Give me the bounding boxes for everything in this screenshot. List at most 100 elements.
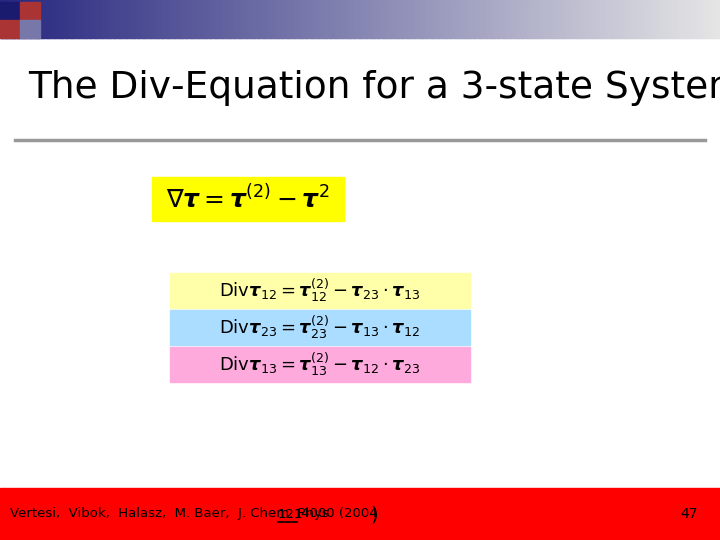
Bar	[711, 0, 714, 38]
Bar	[650, 0, 654, 38]
Bar	[153, 0, 157, 38]
Bar	[595, 0, 598, 38]
Bar	[137, 0, 140, 38]
Bar	[696, 0, 699, 38]
Bar	[81, 0, 85, 38]
Text: $\mathrm{Div}\boldsymbol{\tau}_{13} = \boldsymbol{\tau}^{(2)}_{13} - \boldsymbol: $\mathrm{Div}\boldsymbol{\tau}_{13} = \b…	[220, 351, 420, 378]
Bar	[353, 0, 356, 38]
Bar	[130, 0, 133, 38]
Bar	[446, 0, 450, 38]
Bar	[621, 0, 625, 38]
Bar	[36, 0, 40, 38]
Bar	[583, 0, 587, 38]
Bar	[439, 0, 443, 38]
Bar	[38, 0, 42, 38]
Text: The Div‑Equation for a 3‑state System: The Div‑Equation for a 3‑state System	[28, 70, 720, 106]
Bar	[473, 0, 476, 38]
Bar	[600, 0, 603, 38]
Bar	[358, 0, 361, 38]
Bar	[576, 0, 580, 38]
Bar	[297, 0, 301, 38]
Bar	[415, 0, 418, 38]
Bar	[247, 0, 251, 38]
Text: Vertesi,  Vibok,  Halasz,  M. Baer,  J. Chem. Phys.: Vertesi, Vibok, Halasz, M. Baer, J. Chem…	[10, 508, 337, 521]
Bar	[79, 0, 83, 38]
Bar	[58, 0, 61, 38]
Bar	[187, 0, 191, 38]
Bar	[302, 0, 306, 38]
Bar	[113, 0, 116, 38]
Bar	[276, 0, 279, 38]
Bar	[367, 0, 371, 38]
Bar	[531, 0, 534, 38]
Bar	[538, 0, 541, 38]
Bar	[718, 0, 720, 38]
Bar	[554, 0, 558, 38]
Bar	[670, 0, 673, 38]
Bar	[151, 0, 155, 38]
Bar	[192, 0, 195, 38]
Bar	[547, 0, 551, 38]
Bar	[636, 0, 639, 38]
Bar	[569, 0, 572, 38]
Bar	[230, 0, 234, 38]
Bar	[322, 0, 325, 38]
Bar	[456, 0, 459, 38]
Bar	[218, 0, 222, 38]
Bar	[89, 0, 92, 38]
Bar	[578, 0, 582, 38]
Bar	[48, 0, 51, 38]
Bar	[701, 0, 704, 38]
Bar	[250, 0, 253, 38]
Bar	[240, 0, 243, 38]
Bar	[127, 0, 130, 38]
Bar	[593, 0, 596, 38]
Bar	[9, 0, 13, 38]
Bar	[185, 0, 188, 38]
Bar	[511, 0, 515, 38]
Bar	[171, 0, 174, 38]
Bar	[60, 0, 63, 38]
Bar	[233, 0, 236, 38]
Bar	[310, 0, 313, 38]
Bar	[315, 0, 318, 38]
Bar	[19, 0, 22, 38]
Bar	[341, 0, 344, 38]
Bar	[391, 0, 395, 38]
Bar	[0, 20, 20, 38]
Bar	[180, 0, 184, 38]
Bar	[463, 0, 467, 38]
Bar	[55, 0, 58, 38]
Bar	[504, 0, 508, 38]
Bar	[432, 0, 436, 38]
Bar	[103, 0, 107, 38]
Bar	[549, 0, 553, 38]
Bar	[120, 0, 123, 38]
Bar	[235, 0, 238, 38]
Bar	[149, 0, 152, 38]
Bar	[122, 0, 126, 38]
Bar	[487, 0, 490, 38]
Bar	[101, 0, 104, 38]
Bar	[108, 0, 112, 38]
Bar	[74, 0, 78, 38]
Bar	[403, 0, 407, 38]
Bar	[427, 0, 431, 38]
Bar	[691, 0, 695, 38]
Bar	[94, 0, 97, 38]
Bar	[379, 0, 382, 38]
Bar	[581, 0, 584, 38]
Bar	[307, 0, 310, 38]
Bar	[495, 0, 498, 38]
Bar	[454, 0, 457, 38]
Bar	[331, 0, 335, 38]
Bar	[461, 0, 464, 38]
Bar	[207, 0, 210, 38]
Bar	[679, 0, 683, 38]
Bar	[542, 0, 546, 38]
Bar	[20, 20, 40, 38]
Bar	[629, 0, 632, 38]
Bar	[413, 0, 416, 38]
Bar	[509, 0, 512, 38]
Bar	[2, 0, 6, 38]
